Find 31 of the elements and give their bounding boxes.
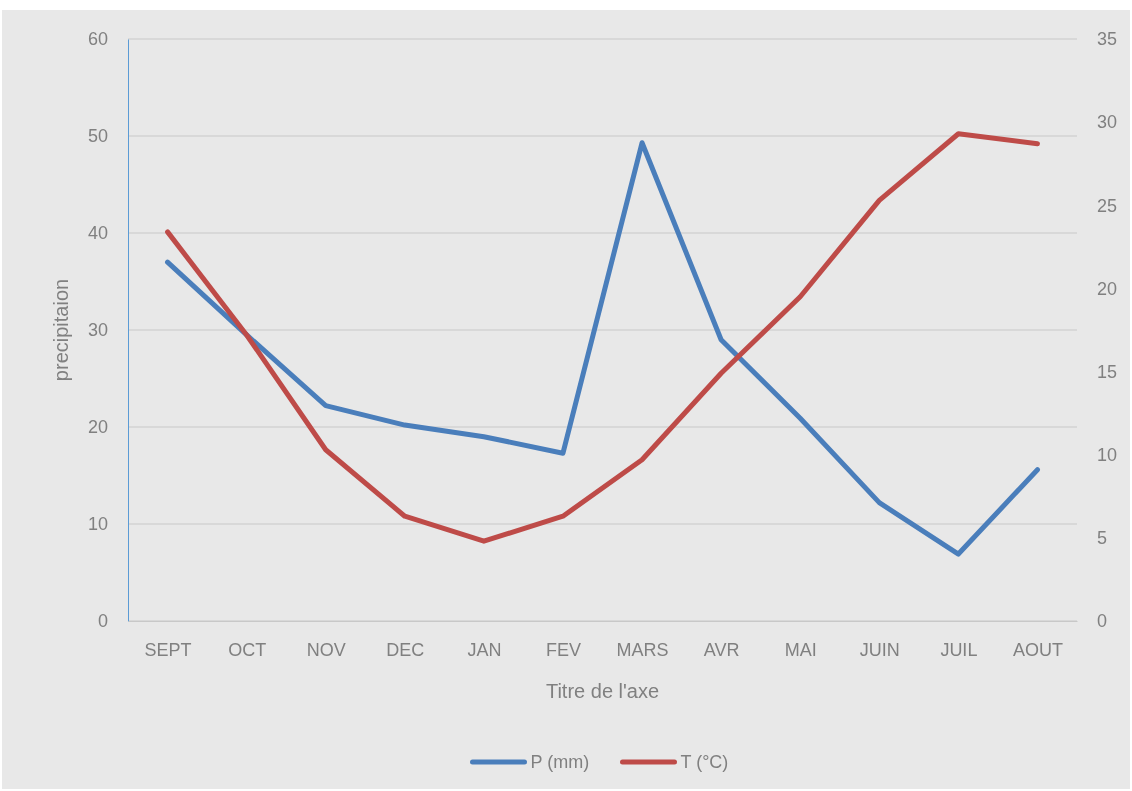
x-tick-label: FEV <box>545 639 581 660</box>
y2-tick-label: 30 <box>1097 112 1118 133</box>
y2-tick-label: 25 <box>1097 195 1118 216</box>
y-tick-label: 40 <box>87 223 108 244</box>
x-tick-label: DEC <box>386 639 425 660</box>
x-tick-label: AOUT <box>1012 639 1063 660</box>
x-tick-label: JAN <box>467 639 502 660</box>
x-tick-label: MARS <box>616 639 669 660</box>
legend-label: P (mm) <box>530 752 590 772</box>
x-tick-label: JUIL <box>940 639 978 660</box>
y2-tick-label: 35 <box>1097 29 1118 50</box>
x-tick-label: SEPT <box>144 639 192 660</box>
y2-tick-label: 0 <box>1097 611 1108 632</box>
x-tick-label: OCT <box>228 639 267 660</box>
x-axis-title: Titre de l'axe <box>545 680 660 702</box>
y-tick-label: 60 <box>87 29 108 50</box>
y-tick-label: 20 <box>87 417 108 438</box>
x-tick-label: NOV <box>306 639 346 660</box>
y-tick-label: 0 <box>97 611 108 632</box>
y-tick-label: 30 <box>87 320 108 341</box>
y2-tick-label: 15 <box>1097 361 1118 382</box>
y-tick-label: 50 <box>87 126 108 147</box>
y2-tick-label: 5 <box>1097 528 1108 549</box>
x-tick-label: AVR <box>703 639 740 660</box>
x-tick-label: MAI <box>784 639 817 660</box>
y-axis-title: precipitaion <box>50 278 72 382</box>
y2-tick-label: 20 <box>1097 278 1118 299</box>
legend-label: T (°C) <box>680 752 729 772</box>
y-tick-label: 10 <box>87 514 108 535</box>
x-tick-label: JUIN <box>859 639 900 660</box>
y2-tick-label: 10 <box>1097 444 1118 465</box>
